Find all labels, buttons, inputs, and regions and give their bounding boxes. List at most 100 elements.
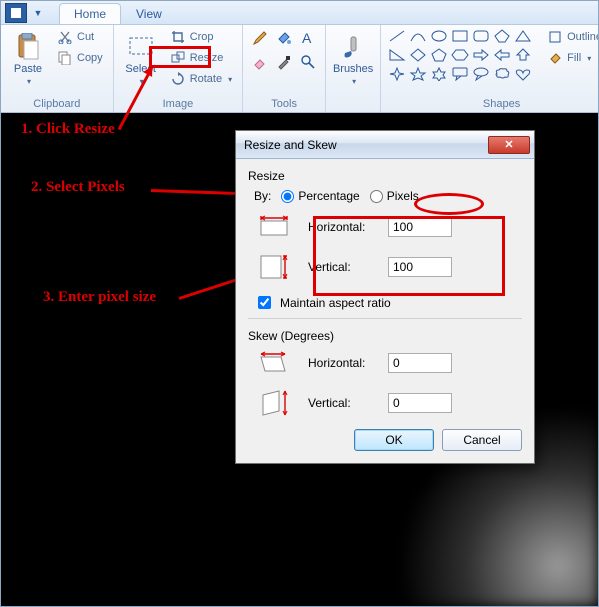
shape-callout-oval[interactable] (471, 65, 491, 83)
shape-roundrect[interactable] (471, 27, 491, 45)
fillshape-button[interactable]: Fill (543, 48, 599, 68)
radio-percentage[interactable]: Percentage (281, 189, 359, 203)
group-clipboard: Paste Cut Copy (1, 25, 114, 112)
resize-h-input[interactable] (388, 217, 452, 237)
group-label-clipboard: Clipboard (7, 98, 107, 112)
paste-button[interactable]: Paste (7, 27, 49, 93)
rotate-label: Rotate (190, 73, 222, 85)
resize-label: Resize (190, 52, 224, 64)
shape-rtriangle[interactable] (387, 46, 407, 64)
radio-pixels-label: Pixels (387, 189, 419, 203)
shape-polygon[interactable] (492, 27, 512, 45)
shape-star5[interactable] (408, 65, 428, 83)
skew-v-input[interactable] (388, 393, 452, 413)
annotation-2: 2. Select Pixels (31, 179, 125, 196)
shape-rect[interactable] (450, 27, 470, 45)
maintain-ratio-label: Maintain aspect ratio (280, 296, 391, 310)
eraser-tool[interactable] (249, 51, 271, 73)
paste-label: Paste (14, 63, 42, 75)
quick-access-toolbar: ▼ (1, 1, 49, 24)
group-tools: A Tools (243, 25, 326, 112)
shape-oval[interactable] (429, 27, 449, 45)
skew-h-icon (254, 349, 294, 377)
titlebar: ▼ Home View (1, 1, 598, 25)
radio-pixels[interactable]: Pixels (370, 189, 419, 203)
rotate-drop-icon (226, 73, 232, 85)
shape-hexagon[interactable] (450, 46, 470, 64)
dialog-close-button[interactable]: ✕ (488, 136, 530, 154)
resize-skew-dialog: Resize and Skew ✕ Resize By: Percentage … (235, 130, 535, 464)
shape-arrow-l[interactable] (492, 46, 512, 64)
shape-arrow-u[interactable] (513, 46, 533, 64)
shape-star6[interactable] (429, 65, 449, 83)
by-label: By: (254, 189, 271, 203)
tab-view[interactable]: View (121, 3, 177, 24)
copy-icon (57, 50, 73, 66)
svg-text:A: A (302, 30, 312, 46)
shape-heart[interactable] (513, 65, 533, 83)
fill-tool[interactable] (273, 27, 295, 49)
resize-h-icon (254, 213, 294, 241)
pencil-tool[interactable] (249, 27, 271, 49)
group-brushes: Brushes (326, 25, 381, 112)
group-label-tools: Tools (249, 98, 319, 112)
skew-h-input[interactable] (388, 353, 452, 373)
qat-dropdown[interactable]: ▼ (31, 8, 45, 18)
crop-icon (170, 29, 186, 45)
magnifier-tool[interactable] (297, 51, 319, 73)
skew-h-label: Horizontal: (308, 356, 388, 370)
cut-label: Cut (77, 31, 94, 43)
crop-button[interactable]: Crop (166, 27, 236, 47)
brushes-button[interactable]: Brushes (332, 27, 374, 93)
app-window: ▼ Home View Paste (0, 0, 599, 607)
dialog-titlebar[interactable]: Resize and Skew ✕ (236, 131, 534, 159)
shape-curve[interactable] (408, 27, 428, 45)
radio-percentage-input[interactable] (281, 190, 294, 203)
shapes-gallery[interactable] (387, 27, 533, 83)
cut-button[interactable]: Cut (53, 27, 107, 47)
outline-label: Outline (567, 31, 599, 43)
shape-arrow-r[interactable] (471, 46, 491, 64)
radio-pixels-input[interactable] (370, 190, 383, 203)
select-icon (127, 33, 155, 61)
group-shapes: Outline Fill Shapes (381, 25, 599, 112)
shape-triangle[interactable] (513, 27, 533, 45)
cancel-button[interactable]: Cancel (442, 429, 522, 451)
skew-v-icon (254, 389, 294, 417)
rotate-button[interactable]: Rotate (166, 69, 236, 89)
shape-line[interactable] (387, 27, 407, 45)
brushes-label: Brushes (333, 63, 373, 75)
outline-icon (547, 29, 563, 45)
fillshape-drop-icon (585, 52, 591, 64)
shape-pentagon[interactable] (429, 46, 449, 64)
app-menu-button[interactable] (5, 3, 27, 23)
annotation-3: 3. Enter pixel size (43, 289, 156, 306)
outline-button[interactable]: Outline (543, 27, 599, 47)
resize-v-label: Vertical: (308, 260, 388, 274)
resize-icon (170, 50, 186, 66)
picker-tool[interactable] (273, 51, 295, 73)
ribbon: Paste Cut Copy (1, 25, 598, 113)
group-label-image: Image (120, 98, 236, 112)
shape-callout-rect[interactable] (450, 65, 470, 83)
resize-button[interactable]: Resize (166, 48, 236, 68)
copy-button[interactable]: Copy (53, 48, 107, 68)
shape-star4[interactable] (387, 65, 407, 83)
maintain-ratio-checkbox[interactable] (258, 296, 271, 309)
text-tool[interactable]: A (297, 27, 319, 49)
resize-h-label: Horizontal: (308, 220, 388, 234)
group-label-brushes (332, 98, 374, 112)
maintain-ratio[interactable]: Maintain aspect ratio (254, 293, 522, 312)
dialog-title-text: Resize and Skew (244, 138, 337, 152)
tab-home[interactable]: Home (59, 3, 121, 24)
brushes-drop-icon (350, 75, 356, 87)
ok-button[interactable]: OK (354, 429, 434, 451)
fillshape-label: Fill (567, 52, 581, 64)
resize-v-input[interactable] (388, 257, 452, 277)
rotate-icon (170, 71, 186, 87)
fillshape-icon (547, 50, 563, 66)
radio-percentage-label: Percentage (298, 189, 359, 203)
shape-diamond[interactable] (408, 46, 428, 64)
shape-callout-cloud[interactable] (492, 65, 512, 83)
ribbon-tabs: Home View (59, 1, 177, 24)
